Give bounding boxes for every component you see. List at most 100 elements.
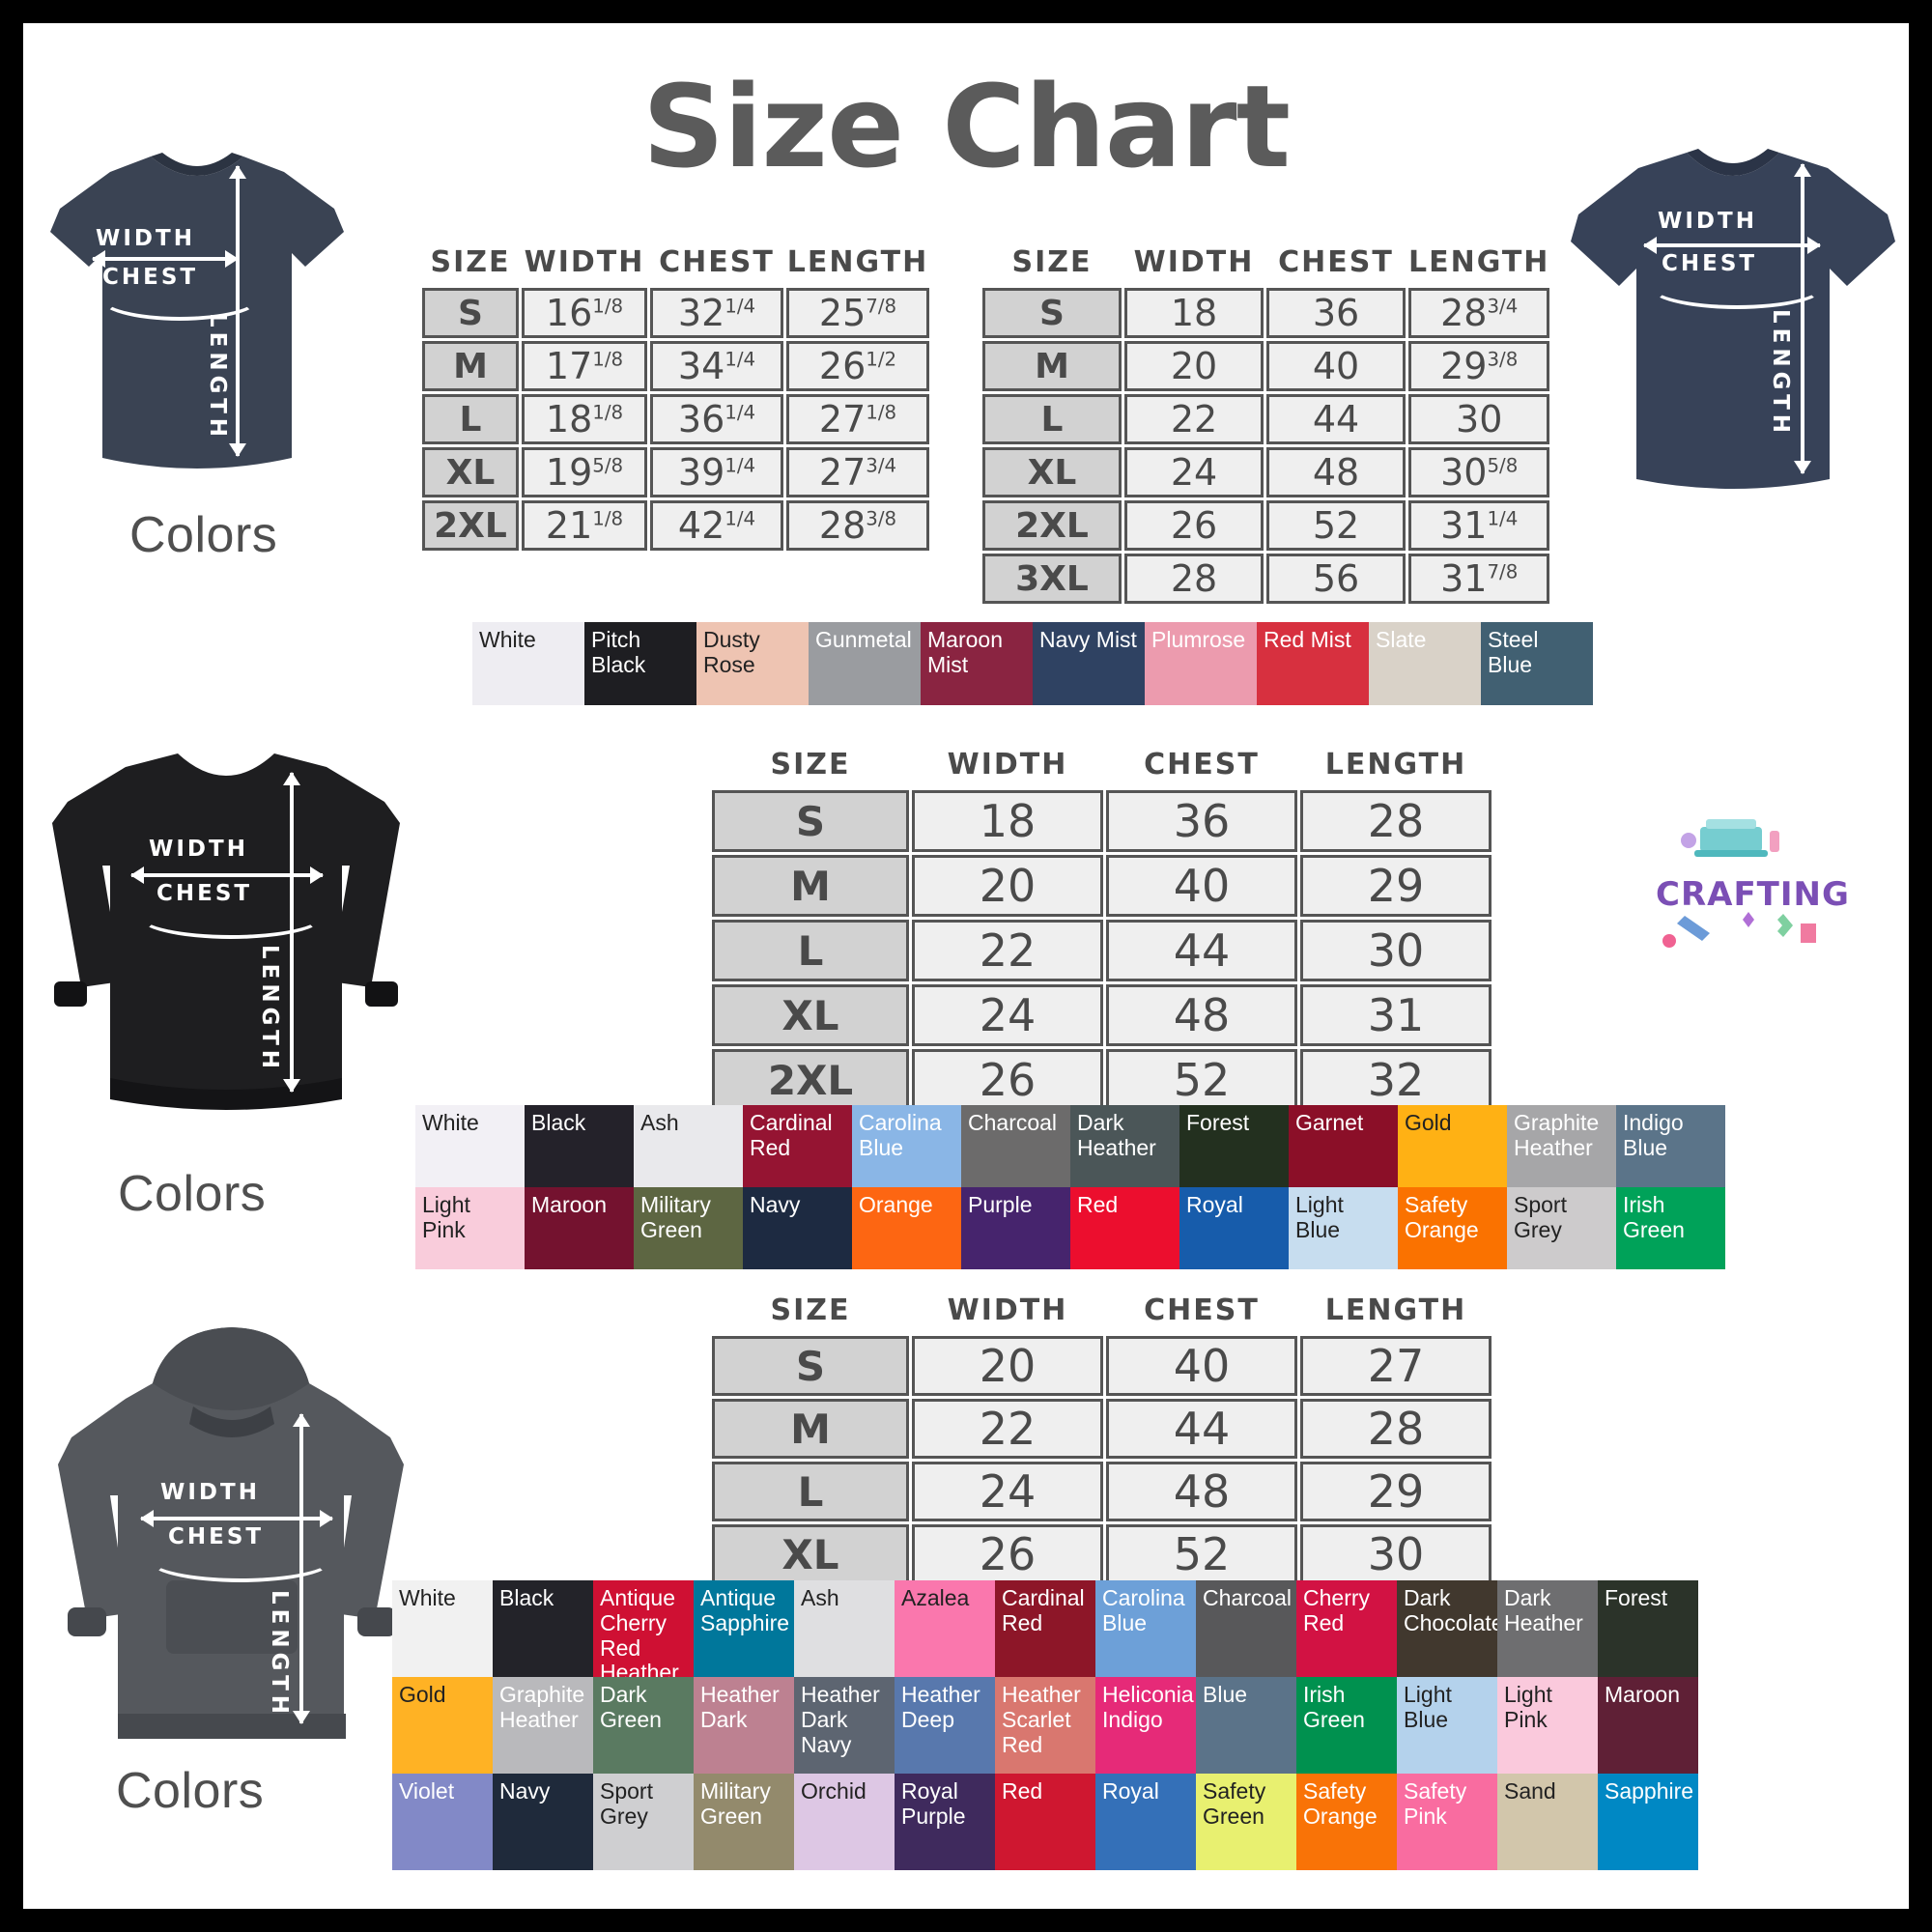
color-swatch[interactable]: Sapphire	[1598, 1774, 1698, 1870]
long-sleeve-size-table: SIZE WIDTH CHEST LENGTH S 18 36 28 M 20 40 29 L 2…	[709, 743, 1494, 1114]
color-swatch[interactable]: Carolina Blue	[1095, 1580, 1196, 1677]
crafting-logo-text: CRAFTING	[1656, 875, 1850, 914]
color-swatch[interactable]: Indigo Blue	[1616, 1105, 1725, 1187]
crafting-logo: CRAFTING	[1656, 815, 1850, 951]
cell-length: 305/8	[1408, 447, 1550, 497]
color-swatch[interactable]: Violet	[392, 1774, 493, 1870]
color-swatch[interactable]: Pitch Black	[584, 622, 696, 705]
ladies-tee-size-table: SIZE WIDTH CHEST LENGTH S 161/8 321/4 257/8…	[419, 241, 932, 554]
color-swatch[interactable]: Charcoal	[961, 1105, 1070, 1187]
long-sleeve-illustration: WIDTH CHEST LENGTH	[43, 738, 410, 1124]
color-swatch[interactable]: Red	[1070, 1187, 1179, 1269]
color-swatch[interactable]: Military Green	[694, 1774, 794, 1870]
color-swatch[interactable]: Orange	[852, 1187, 961, 1269]
cell-width: 195/8	[522, 447, 647, 497]
color-swatch[interactable]: Gunmetal	[809, 622, 921, 705]
color-swatch[interactable]: Gold	[392, 1677, 493, 1774]
color-swatch[interactable]: Orchid	[794, 1774, 895, 1870]
color-swatch[interactable]: Dark Heather	[1497, 1580, 1598, 1677]
color-swatch[interactable]: Navy Mist	[1033, 622, 1145, 705]
hd-length-label: LENGTH	[267, 1590, 292, 1719]
color-swatch[interactable]: Forest	[1598, 1580, 1698, 1677]
cell-size: S	[982, 288, 1122, 338]
color-swatch[interactable]: Heather Scarlet Red	[995, 1677, 1095, 1774]
th-size: SIZE	[422, 243, 519, 285]
cell-length: 28	[1300, 1399, 1492, 1459]
color-swatch[interactable]: White	[415, 1105, 525, 1187]
color-swatch[interactable]: White	[392, 1580, 493, 1677]
color-swatch[interactable]: Cardinal Red	[995, 1580, 1095, 1677]
hd-width-arrow	[140, 1510, 333, 1527]
color-swatch[interactable]: Navy	[493, 1774, 593, 1870]
color-swatch[interactable]: Garnet	[1289, 1105, 1398, 1187]
color-swatch[interactable]: White	[472, 622, 584, 705]
color-swatch[interactable]: Light Blue	[1397, 1677, 1497, 1774]
color-swatch[interactable]: Graphite Heather	[1507, 1105, 1616, 1187]
color-swatch[interactable]: Heather Dark	[694, 1677, 794, 1774]
color-swatch[interactable]: Maroon	[1598, 1677, 1698, 1774]
color-swatch[interactable]: Light Pink	[1497, 1677, 1598, 1774]
color-swatch[interactable]: Antique Cherry Red Heather	[593, 1580, 694, 1685]
color-swatch[interactable]: Sport Grey	[593, 1774, 694, 1870]
color-swatch[interactable]: Navy	[743, 1187, 852, 1269]
unisex-width-label: WIDTH	[1658, 209, 1757, 234]
color-swatch[interactable]: Heliconia Indigo	[1095, 1677, 1196, 1774]
cell-chest: 44	[1106, 920, 1297, 981]
color-swatch[interactable]: Black	[525, 1105, 634, 1187]
cell-size: S	[712, 1336, 909, 1396]
color-swatch[interactable]: Safety Pink	[1397, 1774, 1497, 1870]
color-swatch[interactable]: Dusty Rose	[696, 622, 809, 705]
color-swatch[interactable]: Antique Sapphire	[694, 1580, 794, 1677]
color-swatch[interactable]: Gold	[1398, 1105, 1507, 1187]
color-swatch[interactable]: Graphite Heather	[493, 1677, 593, 1774]
color-swatch[interactable]: Light Pink	[415, 1187, 525, 1269]
color-swatch[interactable]: Safety Orange	[1398, 1187, 1507, 1269]
color-swatch[interactable]: Heather Deep	[895, 1677, 995, 1774]
hd-chest-arc	[147, 1536, 334, 1582]
color-swatch[interactable]: Charcoal	[1196, 1580, 1296, 1677]
cell-width: 22	[1124, 394, 1264, 444]
th-size: SIZE	[712, 746, 909, 787]
ls-chest-arc	[137, 893, 325, 939]
color-swatch[interactable]: Ash	[634, 1105, 743, 1187]
color-swatch[interactable]: Sand	[1497, 1774, 1598, 1870]
color-swatch[interactable]: Maroon Mist	[921, 622, 1033, 705]
color-swatch[interactable]: Safety Green	[1196, 1774, 1296, 1870]
color-swatch[interactable]: Blue	[1196, 1677, 1296, 1774]
color-swatch[interactable]: Steel Blue	[1481, 622, 1593, 705]
color-swatch[interactable]: Royal	[1179, 1187, 1289, 1269]
color-swatch[interactable]: Purple	[961, 1187, 1070, 1269]
color-swatch[interactable]: Light Blue	[1289, 1187, 1398, 1269]
color-swatch[interactable]: Sport Grey	[1507, 1187, 1616, 1269]
color-swatch[interactable]: Safety Orange	[1296, 1774, 1397, 1870]
cell-length: 293/8	[1408, 341, 1550, 391]
table-header-row: SIZE WIDTH CHEST LENGTH	[422, 243, 929, 285]
color-swatch[interactable]: Ash	[794, 1580, 895, 1677]
color-swatch[interactable]: Plumrose	[1145, 622, 1257, 705]
cell-width: 28	[1124, 554, 1264, 604]
color-swatch[interactable]: Dark Chocolate	[1397, 1580, 1504, 1677]
color-swatch[interactable]: Red Mist	[1257, 622, 1369, 705]
color-swatch[interactable]: Royal Purple	[895, 1774, 995, 1870]
color-swatch[interactable]: Black	[493, 1580, 593, 1677]
color-swatch[interactable]: Royal	[1095, 1774, 1196, 1870]
swatch-row: Gold Graphite Heather Dark Green Heather Da…	[392, 1677, 1706, 1774]
color-swatch[interactable]: Military Green	[634, 1187, 743, 1269]
color-swatch[interactable]: Dark Green	[593, 1677, 694, 1774]
color-swatch[interactable]: Maroon	[525, 1187, 634, 1269]
color-swatch[interactable]: Irish Green	[1296, 1677, 1397, 1774]
cell-length: 29	[1300, 855, 1492, 917]
unisex-length-label: LENGTH	[1768, 309, 1793, 439]
color-swatch[interactable]: Cherry Red	[1296, 1580, 1397, 1677]
color-swatch[interactable]: Carolina Blue	[852, 1105, 961, 1187]
table-row: XL 24 48 305/8	[982, 447, 1550, 497]
color-swatch[interactable]: Irish Green	[1616, 1187, 1725, 1269]
color-swatch[interactable]: Dark Heather	[1070, 1105, 1179, 1187]
color-swatch[interactable]: Cardinal Red	[743, 1105, 852, 1187]
color-swatch[interactable]: Azalea	[895, 1580, 995, 1677]
color-swatch[interactable]: Red	[995, 1774, 1095, 1870]
color-swatch[interactable]: Slate	[1369, 622, 1481, 705]
th-length: LENGTH	[1408, 243, 1550, 285]
color-swatch[interactable]: Forest	[1179, 1105, 1289, 1187]
color-swatch[interactable]: Heather Dark Navy	[794, 1677, 895, 1774]
